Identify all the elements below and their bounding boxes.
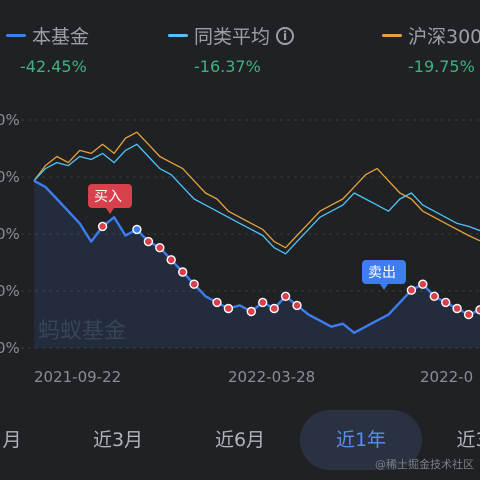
- sell-tag: 卖出: [362, 260, 406, 290]
- trade-marker: [475, 305, 480, 315]
- chart-watermark: 蚂蚁基金: [38, 319, 126, 344]
- footer-watermark: @稀土掘金技术社区: [375, 458, 474, 471]
- trade-marker: [212, 297, 222, 308]
- range-tabs: 月 近3月 近6月 近1年 近3: [0, 406, 480, 476]
- info-icon[interactable]: i: [276, 26, 295, 45]
- fund-area-fill: [34, 180, 480, 348]
- performance-chart[interactable]: 0% 0% 0% 0% 0% 蚂蚁基金 买入 卖出 2021-09-22 2022-03…: [0, 100, 480, 400]
- legend-category-swatch: [168, 34, 188, 37]
- tab-3-months[interactable]: 近3月: [92, 429, 144, 451]
- trade-marker: [441, 297, 451, 308]
- legend-fund: 本基金 -42.45%: [6, 22, 89, 76]
- trade-marker: [155, 242, 165, 253]
- x-label-mid: 2022-03-28: [228, 368, 315, 386]
- tab-1-month[interactable]: 月: [2, 429, 22, 451]
- y-axis-label: 0%: [0, 111, 20, 129]
- trade-marker: [177, 267, 188, 277]
- y-axis-label: 0%: [0, 282, 20, 300]
- trade-marker: [280, 291, 291, 302]
- trade-marker: [132, 224, 142, 235]
- legend-csi300-swatch: [382, 34, 402, 37]
- tab-1-year[interactable]: 近1年: [300, 410, 422, 470]
- legend-csi300-label: 沪深300: [408, 26, 480, 48]
- sell-tag-label: 卖出: [368, 265, 396, 281]
- chart-grid: [0, 119, 480, 349]
- trade-marker: [463, 309, 474, 320]
- y-axis-label: 0%: [0, 225, 20, 243]
- series-line-category-average: [33, 143, 480, 255]
- tab-3-years[interactable]: 近3: [456, 429, 480, 451]
- series-line-fund: [33, 179, 480, 335]
- tab-6-months[interactable]: 近6月: [214, 429, 266, 451]
- buy-tag-label: 买入: [94, 189, 122, 205]
- legend-category-value: -16.37%: [194, 57, 261, 76]
- trade-marker: [418, 279, 428, 289]
- trade-marker: [406, 285, 417, 295]
- y-axis-labels: 0% 0% 0% 0% 0%: [0, 111, 20, 357]
- legend-fund-label: 本基金: [32, 26, 90, 48]
- legend-csi300-value: -19.75%: [408, 57, 475, 76]
- legend-category-label: 同类平均: [194, 26, 271, 48]
- legend-csi300: 沪深300 -19.75%: [382, 22, 480, 76]
- trade-marker: [143, 236, 154, 247]
- y-axis-label: 0%: [0, 168, 20, 186]
- trade-marker: [429, 291, 439, 302]
- series-lines: [33, 131, 480, 335]
- trade-marker: [292, 300, 302, 311]
- trade-marker: [223, 303, 234, 314]
- trade-marker: [166, 255, 176, 265]
- legend-fund-swatch: [6, 34, 26, 37]
- trade-marker: [246, 306, 257, 317]
- x-label-end: 2022-0: [420, 368, 473, 386]
- x-label-start: 2021-09-22: [34, 368, 121, 386]
- trade-markers: [97, 221, 480, 320]
- trade-marker: [452, 303, 462, 314]
- legend-category-average: 同类平均 i -16.37%: [168, 22, 295, 76]
- buy-tag: 买入: [88, 184, 132, 214]
- y-axis-label: 0%: [0, 339, 20, 357]
- trade-marker: [269, 303, 279, 314]
- trade-marker: [97, 221, 108, 232]
- trade-marker: [258, 297, 268, 308]
- trade-marker: [189, 279, 199, 289]
- legend-fund-value: -42.45%: [20, 57, 87, 76]
